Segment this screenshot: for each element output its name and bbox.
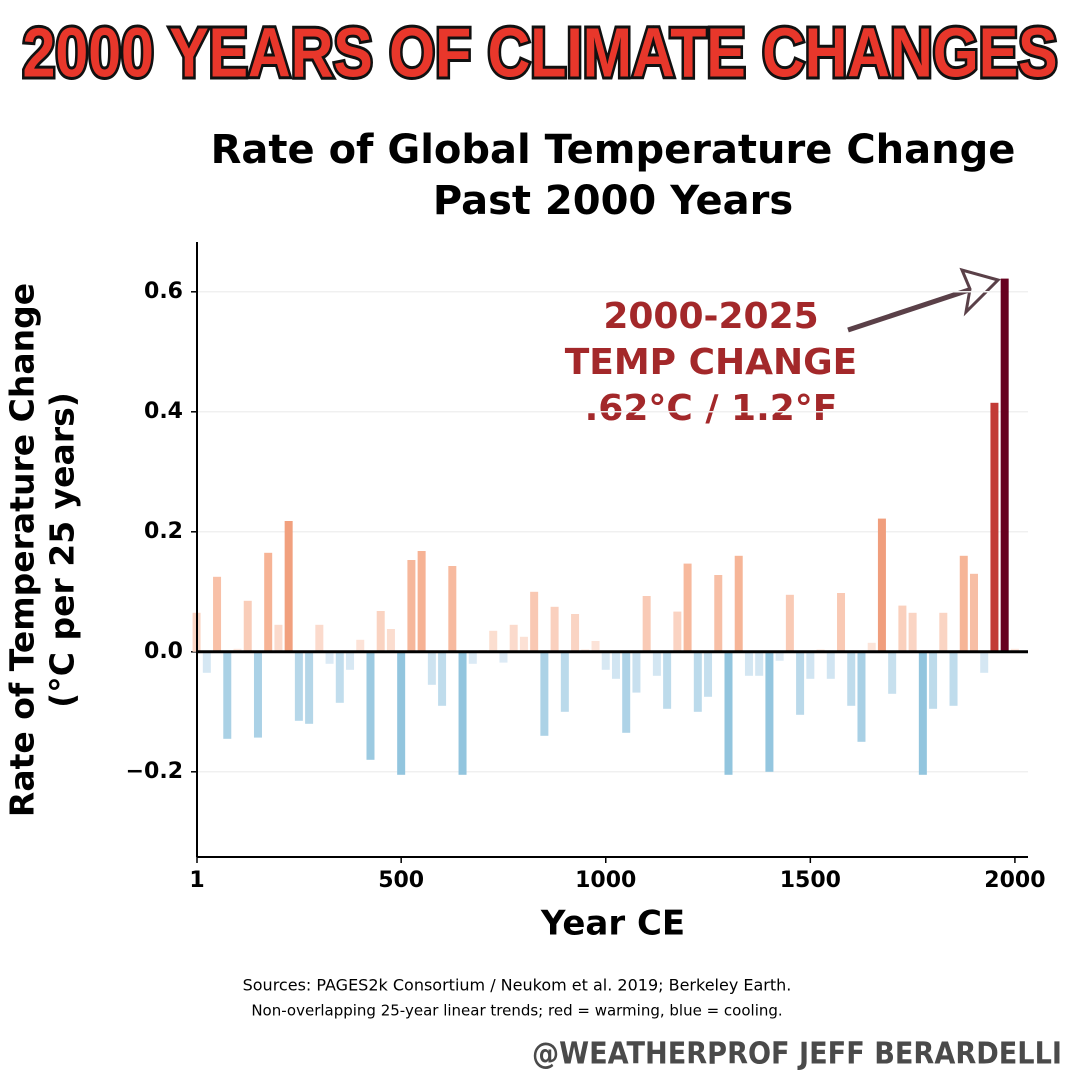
bar: [806, 651, 815, 679]
bar: [755, 651, 764, 676]
y-tick-label: 0.0: [144, 639, 183, 664]
bar: [519, 636, 528, 652]
bar: [939, 612, 948, 652]
bar: [826, 651, 835, 679]
bar: [714, 575, 723, 652]
bar: [611, 651, 620, 679]
bar: [427, 651, 436, 685]
bar: [734, 555, 743, 652]
chart-title: Past 2000 Years: [433, 178, 793, 224]
bar: [386, 629, 395, 652]
bar: [550, 606, 559, 652]
y-axis-label: (°C per 25 years): [43, 392, 82, 708]
annotation: 2000-2025: [603, 296, 818, 337]
bar: [888, 651, 897, 694]
bar: [397, 651, 406, 775]
bar: [264, 552, 273, 652]
bar: [652, 651, 661, 676]
bar: [284, 521, 293, 652]
bar: [632, 651, 641, 693]
bar: [867, 642, 876, 652]
annotation: .62°C / 1.2°F: [585, 388, 838, 429]
bar: [213, 576, 222, 652]
bar: [980, 651, 989, 673]
bar: [243, 600, 252, 652]
bar: [744, 651, 753, 676]
bar: [724, 651, 733, 775]
bar: [642, 596, 651, 652]
bar: [356, 639, 365, 652]
y-tick-label: 0.4: [144, 399, 183, 424]
y-tick-label: −0.2: [126, 759, 183, 784]
bar: [530, 591, 539, 652]
bar: [253, 651, 262, 738]
bar: [274, 624, 283, 652]
y-tick-label: 0.2: [144, 519, 183, 544]
bar: [325, 651, 334, 664]
header: 2000 YEARS OF CLIMATE CHANGES: [23, 13, 1058, 91]
annotation-arrow: [847, 267, 1001, 333]
bar: [458, 651, 467, 775]
x-tick-label: 1000: [575, 868, 636, 893]
sources: Non-overlapping 25-year linear trends; r…: [251, 1002, 782, 1020]
x-tick-label: 500: [378, 868, 424, 893]
bar: [315, 624, 324, 652]
bar: [683, 563, 692, 652]
bar: [837, 593, 846, 652]
bar: [438, 651, 447, 706]
x-tick-label: 1500: [780, 868, 841, 893]
bar: [540, 651, 549, 736]
bar: [346, 651, 355, 670]
bar: [407, 560, 416, 652]
bar: [202, 651, 211, 673]
bar: [990, 402, 999, 652]
bar: [509, 624, 518, 652]
bar: [489, 630, 498, 652]
bar: [366, 651, 375, 760]
bar: [969, 573, 978, 652]
bar: [765, 651, 774, 772]
sources: Sources: PAGES2k Consortium / Neukom et …: [243, 976, 792, 995]
credit: @WEATHERPROF JEFF BERARDELLI: [532, 1037, 1062, 1072]
bar: [448, 566, 457, 652]
bar: [959, 555, 968, 652]
bar: [898, 605, 907, 652]
bar: [305, 651, 314, 724]
bar: [877, 518, 886, 652]
bar: [704, 651, 713, 697]
bar: [571, 614, 580, 652]
bar: [591, 641, 600, 652]
y-axis-label: Rate of Temperature Change: [3, 283, 42, 817]
bar: [775, 651, 784, 661]
bar: [949, 651, 958, 706]
bar: [1000, 278, 1009, 652]
annotation: TEMP CHANGE: [565, 342, 858, 383]
bar: [499, 651, 508, 663]
bar: [663, 651, 672, 709]
bar: [796, 651, 805, 715]
bar: [560, 651, 569, 712]
bar: [622, 651, 631, 733]
bar: [857, 651, 866, 742]
bar: [847, 651, 856, 706]
bar: [673, 611, 682, 652]
bar: [223, 651, 232, 739]
bar: [693, 651, 702, 712]
bar: [929, 651, 938, 709]
bar: [785, 594, 794, 652]
bar: [294, 651, 303, 721]
bar: [335, 651, 344, 703]
bar: [376, 611, 385, 652]
bar: [601, 651, 610, 670]
y-tick-label: 0.6: [144, 279, 183, 304]
x-axis-label: Year CE: [540, 904, 685, 944]
x-tick-label: 1: [189, 868, 204, 893]
bar: [417, 551, 426, 652]
chart-title: Rate of Global Temperature Change: [211, 127, 1016, 173]
bar: [918, 651, 927, 775]
x-tick-label: 2000: [984, 868, 1045, 893]
bar: [468, 651, 477, 664]
bar: [908, 612, 917, 652]
